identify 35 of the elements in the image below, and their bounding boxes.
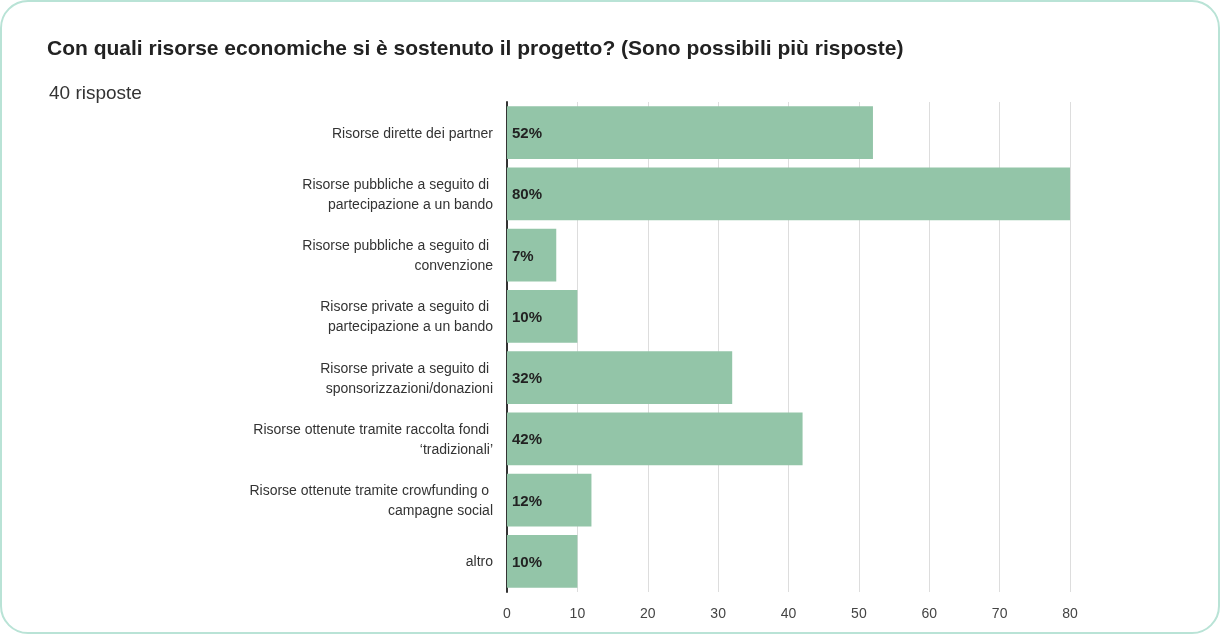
text: 40 risposte [49,82,142,103]
data-label: 32% [512,369,543,387]
y-tick-label: Risorse pubbliche a seguito di convenzione [302,237,494,274]
y-tick-label: Risorse ottenute tramite raccolta fondi ‘tradizionali’ [253,420,493,457]
data-label: 80% [512,185,543,203]
data-label: 7% [512,246,534,264]
y-tick-label: Risorse dirette dei partner [331,124,494,141]
y-tick-label: Risorse pubbliche a seguito di partecipazione a un bando [302,175,494,212]
y-tick-label: Risorse private a seguito di sponsorizzazioni/donazioni [320,359,493,396]
bar [507,228,557,282]
y-tick-label: Risorse private a seguito di partecipazione a un bando [320,298,494,335]
bar [507,351,733,404]
x-tick-label: 30 [710,605,727,621]
data-label: 10% [512,552,543,570]
x-tick-label: 70 [991,605,1008,621]
x-tick-label: 40 [780,605,797,621]
y-tick-label: altro [465,553,494,570]
x-tick-label: 0 [503,605,512,621]
bar [507,412,803,466]
data-label: 42% [512,430,543,448]
data-label: 10% [512,307,543,325]
x-tick-label: 60 [921,605,938,621]
y-tick-label: Risorse ottenute tramite crowfunding o campagne social [249,482,493,519]
bar [507,535,578,588]
x-tick-label: 10 [569,605,586,621]
bar [507,106,873,159]
data-label: 52% [512,124,543,142]
bar [507,473,592,527]
bar [507,167,1070,221]
x-tick-label: 80 [1062,605,1078,621]
data-label: 12% [512,491,543,509]
x-tick-label: 20 [639,605,656,621]
x-tick-label: 50 [851,605,867,621]
bar [507,290,578,343]
chart-title: Con quali risorse economiche si è sostenuto il progetto? (Sono possibili più risposte) [47,36,904,59]
